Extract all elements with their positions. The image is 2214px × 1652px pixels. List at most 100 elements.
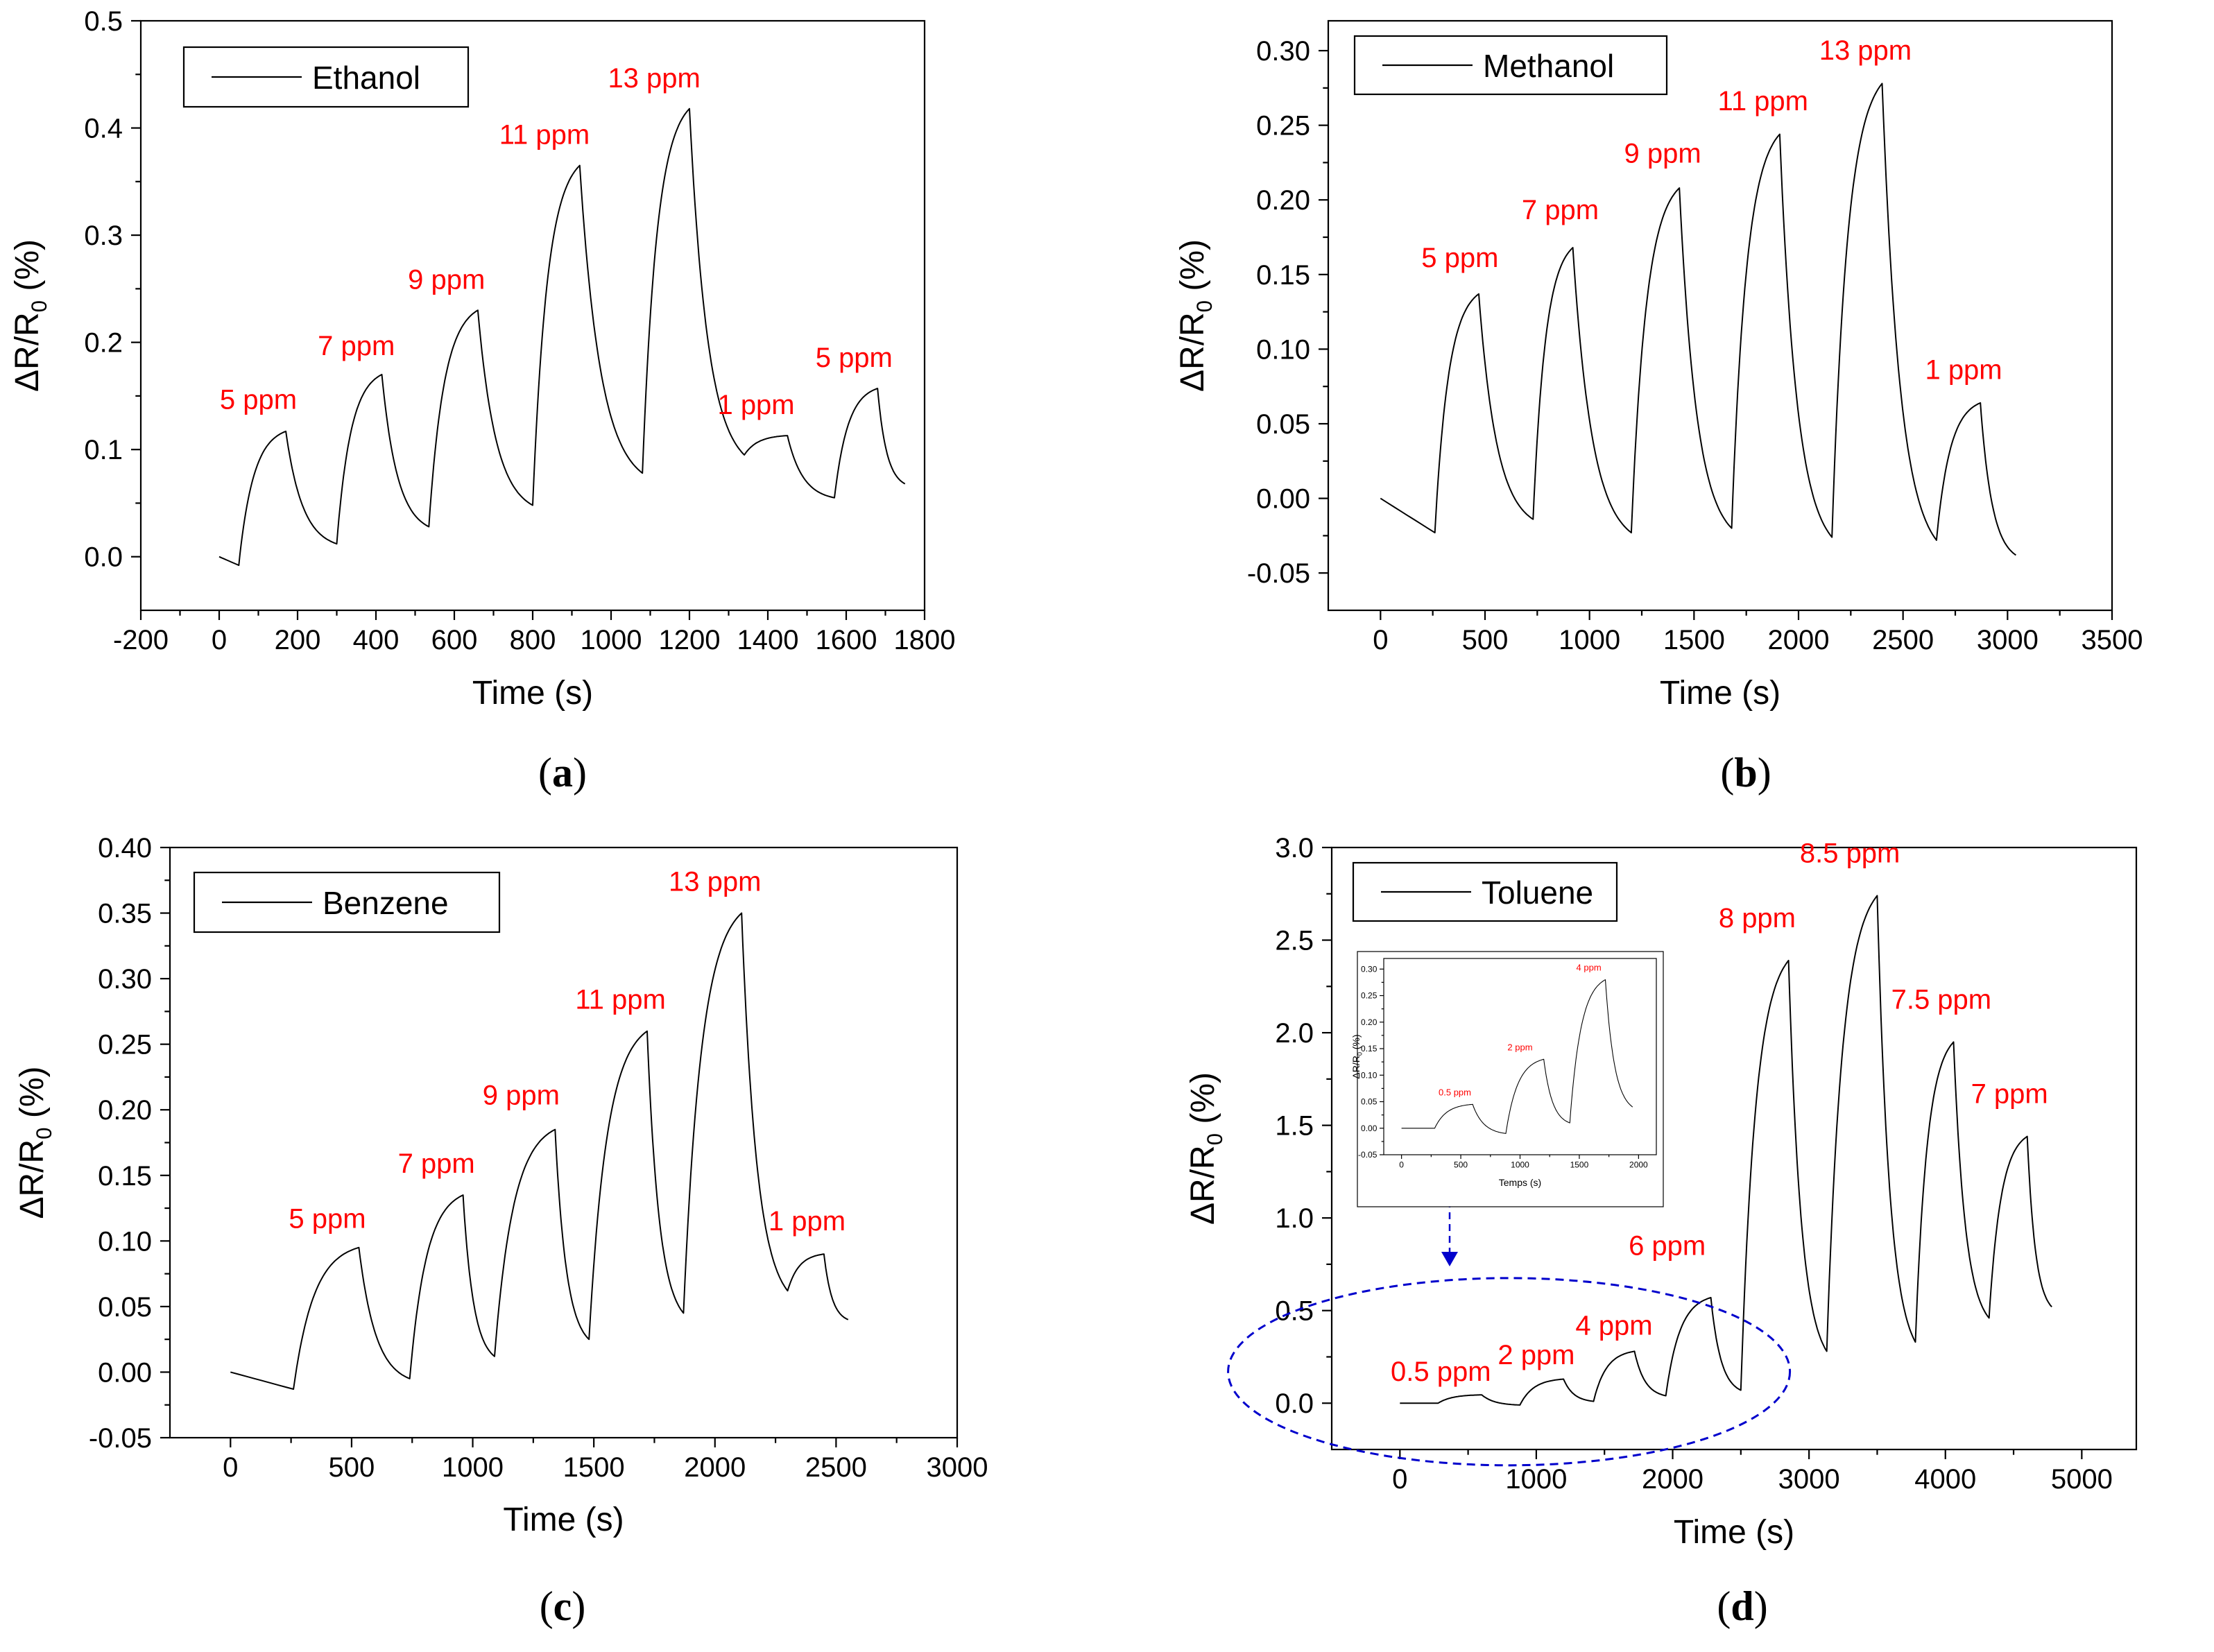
y-tick-label: 3.0 [1275, 833, 1314, 863]
x-tick-label: 1500 [1570, 1160, 1589, 1170]
annotation-label: 8.5 ppm [1800, 838, 1900, 868]
x-tick-label: 800 [510, 625, 556, 655]
series-line-b [1380, 83, 2016, 556]
y-tick-label: 0.00 [98, 1357, 152, 1388]
x-tick-label: 1500 [563, 1452, 625, 1483]
x-tick-label: 1800 [894, 625, 956, 655]
chart-c: 0 500 1000 1500 2000 2500 3000 -0.05 0.00 0.05 0.1… [14, 833, 988, 1538]
y-tick-label: 0.0 [84, 542, 123, 573]
series-line-a [218, 107, 906, 567]
y-tick-label: 0.30 [1256, 36, 1310, 67]
annotation-label: 2 ppm [1507, 1042, 1532, 1052]
annotation-label: 0.5 ppm [1391, 1357, 1491, 1387]
x-tick-label: 4000 [1914, 1464, 1976, 1495]
caption-c: (c) [539, 1583, 586, 1629]
annotation-label: 13 ppm [1819, 35, 1912, 66]
y-tick-label: 0.10 [1256, 334, 1310, 365]
x-tick-label: 2000 [1768, 625, 1830, 655]
annotation-label: 13 ppm [669, 866, 761, 897]
x-tick-label: 2500 [1872, 625, 1934, 655]
caption-a: (a) [538, 750, 587, 795]
annotation-label: 5 ppm [220, 384, 297, 415]
legend-label: Benzene [323, 885, 449, 921]
x-tick-label: 0 [1373, 625, 1388, 655]
plot-frame [1330, 846, 2138, 1451]
caption-b: (b) [1720, 750, 1771, 795]
plot-frame [139, 19, 926, 612]
series-line-d-inset [1401, 979, 1633, 1134]
x-tick-label: 0 [223, 1452, 238, 1483]
y-tick-label: 0.15 [1361, 1044, 1378, 1053]
y-tick-label: 0.20 [98, 1095, 152, 1126]
annotation-label: 1 ppm [1925, 354, 2002, 385]
y-tick-label: 0.05 [98, 1292, 152, 1323]
x-tick-label: 500 [1454, 1160, 1468, 1170]
annotation-label: 7 ppm [1522, 195, 1599, 225]
y-tick-label: 0.25 [98, 1030, 152, 1060]
y-axis-label: ΔR/R0 (%) [1350, 1034, 1364, 1078]
x-tick-label: 2500 [805, 1452, 867, 1483]
chart-b: 0 500 1000 1500 2000 2500 3000 3500 -0.05 0.00 0.0… [1174, 19, 2143, 712]
x-tick-label: 500 [1462, 625, 1509, 655]
x-axis-label: Time (s) [1660, 675, 1780, 712]
x-axis-label: Time (s) [503, 1502, 624, 1538]
x-tick-label: 600 [431, 625, 478, 655]
callout-ellipse [1227, 1277, 1792, 1467]
x-tick-label: 1400 [737, 625, 799, 655]
annotation-label: 7 ppm [318, 331, 395, 361]
legend-label: Toluene [1482, 875, 1593, 911]
annotation-label: 9 ppm [1624, 138, 1701, 169]
annotation-label: 1 ppm [717, 390, 794, 420]
x-tick-label: 1200 [659, 625, 721, 655]
y-tick-label: 0.2 [84, 328, 123, 359]
x-tick-label: 5000 [2051, 1464, 2113, 1495]
y-tick-label: 0.05 [1256, 409, 1310, 440]
annotation-label: 8 ppm [1719, 903, 1796, 933]
y-axis-label: ΔR/R0 (%) [1185, 1072, 1227, 1225]
annotation-label: 7 ppm [398, 1148, 475, 1179]
y-tick-label: 0.30 [1361, 964, 1378, 974]
x-axis-label: Time (s) [472, 675, 593, 712]
x-tick-label: 3000 [1778, 1464, 1840, 1495]
x-tick-label: 1000 [1511, 1160, 1529, 1170]
plot-frame [169, 846, 959, 1439]
y-tick-label: 0.35 [98, 899, 152, 929]
y-tick-label: 0.05 [1361, 1097, 1378, 1107]
annotation-label: 9 ppm [408, 264, 485, 295]
annotation-label: 5 ppm [816, 343, 893, 373]
y-tick-label: 0.25 [1256, 111, 1310, 141]
y-tick-label: 0.00 [1361, 1124, 1378, 1133]
y-tick-label: 0.20 [1361, 1017, 1378, 1027]
annotation-label: 7.5 ppm [1891, 984, 1992, 1015]
x-tick-label: 0 [1399, 1160, 1404, 1170]
y-tick-label: 2.5 [1275, 926, 1314, 956]
y-tick-label: 0.5 [1275, 1296, 1314, 1327]
y-tick-label: 0.00 [1256, 484, 1310, 515]
annotation-label: 5 ppm [1421, 243, 1498, 273]
annotation-label: 11 ppm [499, 120, 590, 150]
y-tick-label: 0.30 [98, 964, 152, 995]
x-tick-label: 1000 [581, 625, 642, 655]
y-axis-label: ΔR/R0 (%) [14, 1066, 56, 1219]
x-tick-label: 0 [1392, 1464, 1407, 1495]
x-tick-label: 1000 [1505, 1464, 1567, 1495]
callout-arrow-head [1441, 1252, 1458, 1266]
chart-a: -200 0 200 400 600 800 1000 1200 1400 1600 1800 0.0… [9, 6, 955, 712]
chart-d: 0 1000 2000 3000 4000 50000.00.51.01.52.02.53… [1185, 833, 2138, 1551]
series-line-d [1400, 895, 2052, 1406]
y-tick-label: 0.25 [1361, 991, 1378, 1001]
y-tick-label: -0.05 [1358, 1150, 1378, 1160]
x-axis-label: Temps (s) [1499, 1177, 1541, 1188]
y-tick-label: 1.0 [1275, 1203, 1314, 1234]
y-tick-label: -0.05 [89, 1423, 152, 1454]
y-axis-label: ΔR/R0 (%) [9, 239, 51, 392]
x-tick-label: 1600 [816, 625, 877, 655]
y-tick-label: 0.20 [1256, 185, 1310, 216]
annotation-label: 9 ppm [483, 1081, 560, 1111]
x-tick-label: 1000 [1559, 625, 1620, 655]
annotation-label: 0.5 ppm [1439, 1087, 1471, 1097]
annotation-label: 4 ppm [1577, 963, 1602, 973]
x-tick-label: 3000 [1977, 625, 2039, 655]
